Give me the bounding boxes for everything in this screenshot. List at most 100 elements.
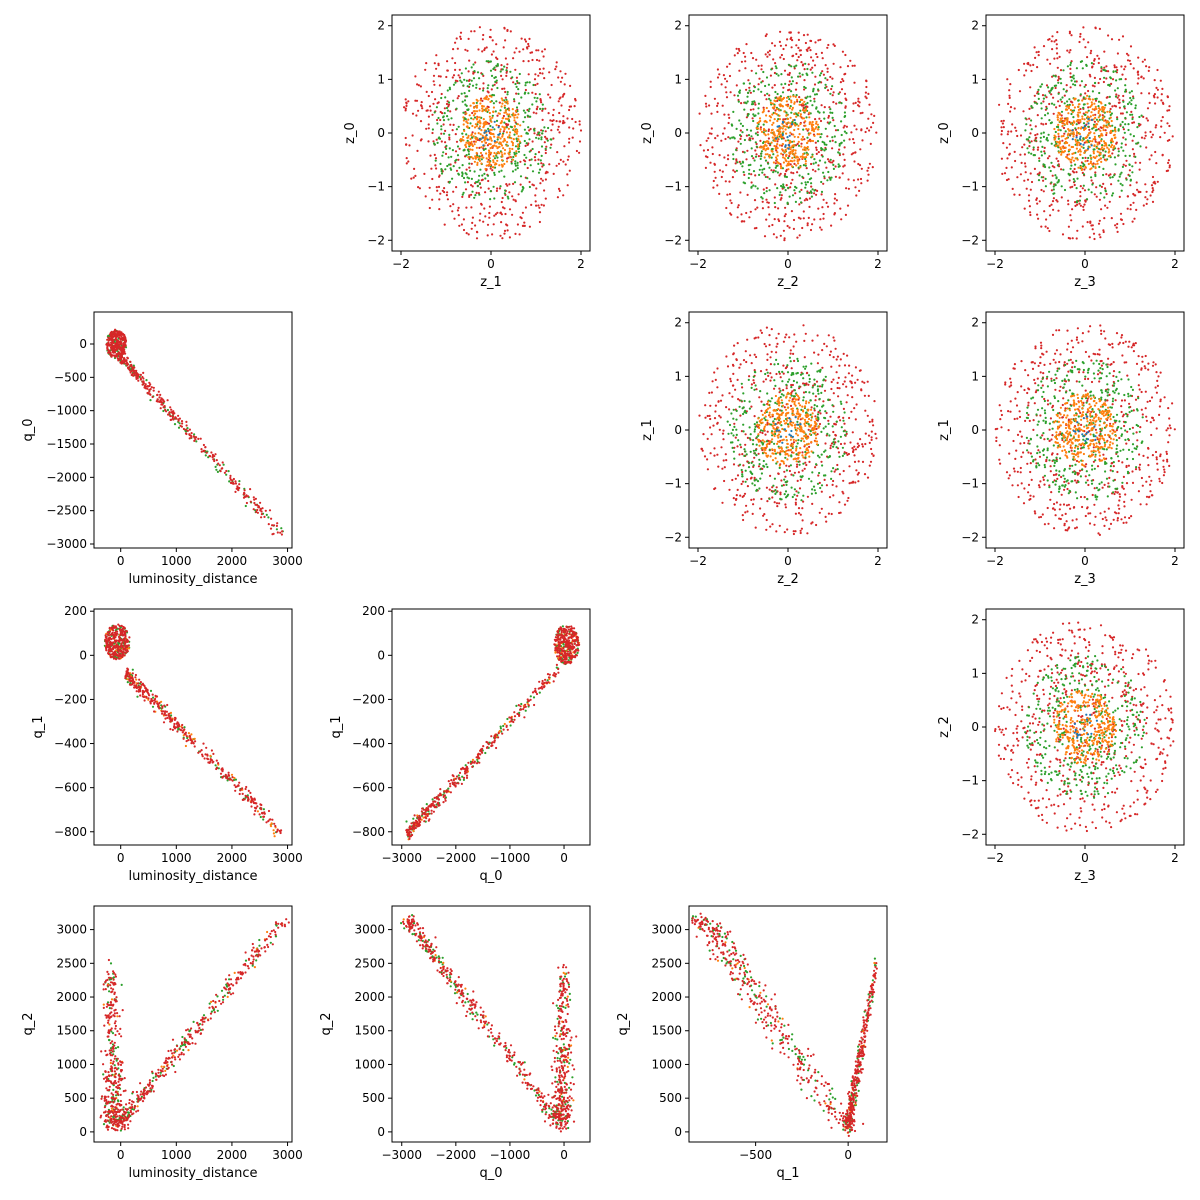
point-green xyxy=(531,147,534,151)
point-orange xyxy=(779,165,783,168)
point-orange xyxy=(516,145,520,148)
point-red xyxy=(1105,133,1108,137)
point-red xyxy=(829,415,832,418)
point-red xyxy=(852,102,855,105)
point-orange xyxy=(482,126,485,129)
point-red xyxy=(801,469,804,472)
point-red xyxy=(853,124,856,127)
point-orange xyxy=(1101,146,1104,149)
point-green xyxy=(1119,123,1122,126)
point-green xyxy=(1082,146,1085,149)
point-red xyxy=(445,102,449,106)
point-red xyxy=(738,49,741,52)
point-orange xyxy=(1093,135,1096,138)
point-red xyxy=(799,75,802,78)
point-red xyxy=(1152,189,1155,192)
point-red xyxy=(808,191,811,194)
point-green xyxy=(486,87,489,90)
point-orange xyxy=(469,143,472,146)
point-green xyxy=(526,114,529,117)
point-orange xyxy=(807,148,810,151)
point-red xyxy=(1146,119,1149,122)
point-green xyxy=(829,108,832,111)
point-red xyxy=(1092,62,1095,66)
point-green xyxy=(1124,138,1127,141)
point-red xyxy=(817,474,820,477)
point-green xyxy=(475,83,478,86)
point-orange xyxy=(782,130,785,133)
point-green xyxy=(481,73,484,76)
point-green xyxy=(461,171,464,174)
point-red xyxy=(1029,132,1032,135)
point-red xyxy=(1001,172,1004,175)
point-red xyxy=(1106,206,1109,209)
point-red xyxy=(1023,179,1026,182)
point-green xyxy=(787,156,790,160)
point-green xyxy=(1057,92,1060,95)
point-red xyxy=(725,206,728,210)
point-red xyxy=(789,163,792,166)
point-red xyxy=(1029,86,1032,89)
point-red xyxy=(108,338,111,341)
point-red xyxy=(1030,140,1033,143)
point-red xyxy=(150,386,153,389)
point-orange xyxy=(784,148,787,151)
point-orange xyxy=(1060,153,1063,156)
point-orange xyxy=(508,134,511,137)
point-red xyxy=(794,512,798,515)
point-orange xyxy=(1076,158,1079,161)
point-red xyxy=(1166,169,1170,172)
point-red xyxy=(1132,95,1135,98)
point-red xyxy=(175,417,178,420)
point-orange xyxy=(1057,132,1060,135)
point-red xyxy=(557,162,561,165)
point-red xyxy=(200,450,203,453)
point-red xyxy=(429,154,432,157)
y-tick-label: −3000 xyxy=(46,537,87,551)
point-green xyxy=(1062,168,1065,171)
point-orange xyxy=(1092,156,1095,159)
point-red xyxy=(745,211,748,215)
point-red xyxy=(455,37,458,40)
point-red xyxy=(1129,208,1132,211)
points-z2_vs_z0 xyxy=(698,30,878,242)
point-red xyxy=(790,36,793,39)
point-green xyxy=(1114,89,1117,92)
point-red xyxy=(712,179,715,183)
point-green xyxy=(759,157,762,160)
point-green xyxy=(739,162,742,165)
point-orange xyxy=(779,97,782,100)
point-green xyxy=(840,102,843,105)
point-red xyxy=(562,119,565,123)
point-orange xyxy=(480,140,484,143)
point-orange xyxy=(762,145,765,148)
point-green xyxy=(755,145,758,148)
point-red xyxy=(820,51,824,55)
point-green xyxy=(461,132,464,135)
point-blue xyxy=(498,132,501,135)
point-red xyxy=(1026,62,1029,65)
point-blue xyxy=(1082,143,1085,146)
point-green xyxy=(472,63,475,66)
point-red xyxy=(1057,135,1060,138)
point-green xyxy=(436,122,439,125)
point-green xyxy=(442,151,445,154)
point-green xyxy=(1032,146,1035,149)
point-orange xyxy=(1110,119,1113,123)
point-red xyxy=(1006,78,1009,81)
point-green xyxy=(1098,184,1102,187)
point-red xyxy=(798,49,801,52)
point-red xyxy=(819,218,822,221)
point-green xyxy=(811,104,814,107)
point-green xyxy=(438,136,441,139)
point-green xyxy=(1108,95,1111,98)
point-green xyxy=(1130,103,1133,106)
point-red xyxy=(788,155,791,158)
point-green xyxy=(791,80,795,83)
point-orange xyxy=(816,128,820,131)
point-orange xyxy=(772,121,775,124)
point-red xyxy=(1041,94,1045,97)
point-red xyxy=(1149,194,1152,197)
point-red xyxy=(833,212,837,215)
point-green xyxy=(516,164,519,167)
